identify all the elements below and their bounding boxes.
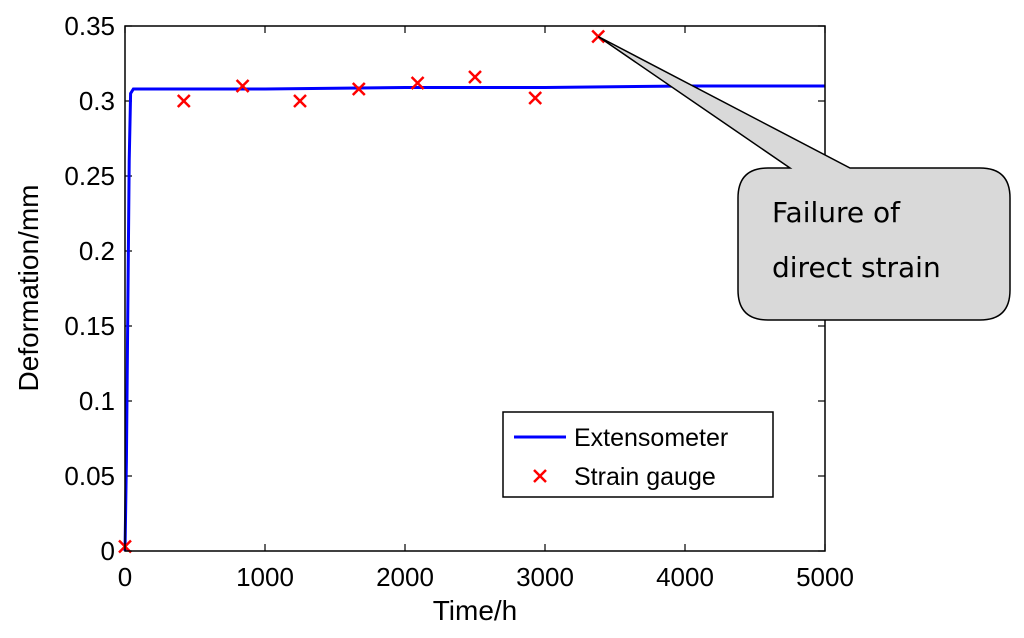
x-tick-label: 0 [118,562,132,592]
y-tick-label: 0.35 [64,11,115,41]
y-tick-label: 0.3 [79,86,115,116]
x-tick-label: 1000 [236,562,294,592]
x-tick-label: 4000 [656,562,714,592]
labels-layer: 0 1000 2000 3000 4000 5000 0 0.05 0.1 0.15 0.2 0.25… [64,11,854,592]
y-tick-label: 0.25 [64,161,115,191]
y-tick-label: 0.05 [64,461,115,491]
x-tick-label: 3000 [516,562,574,592]
data-point-strain-gauge [235,79,250,93]
x-tick-label: 2000 [376,562,434,592]
x-axis-title: Time/h [433,595,518,626]
x-tick-label: 5000 [796,562,854,592]
callout-annotation: Failure of direct strain [597,35,1011,321]
callout-line-1: Failure of [772,196,901,229]
callout-bubble [597,35,1011,321]
data-point-strain-gauge [528,91,543,105]
data-point-strain-gauge [293,94,307,108]
callout-line-2: direct strain [772,251,941,284]
data-point-strain-gauge [468,70,482,84]
legend-box [502,411,774,498]
y-tick-label: 0 [101,536,115,566]
data-point-strain-gauge [176,94,191,108]
legend-label-extensometer: Extensometer [574,424,728,452]
series-line-extensometer [123,84,825,552]
y-tick-label: 0.1 [79,386,115,416]
legend-marker-sample [533,469,547,483]
legend-label-strain-gauge: Strain gauge [574,463,716,491]
data-point-strain-gauge [410,76,425,90]
y-axis-title: Deformation/mm [13,185,44,392]
y-tick-label: 0.2 [79,236,115,266]
y-tick-label: 0.15 [64,311,115,341]
legend: Extensometer Strain gauge [502,411,774,498]
data-point-strain-gauge [351,82,366,96]
